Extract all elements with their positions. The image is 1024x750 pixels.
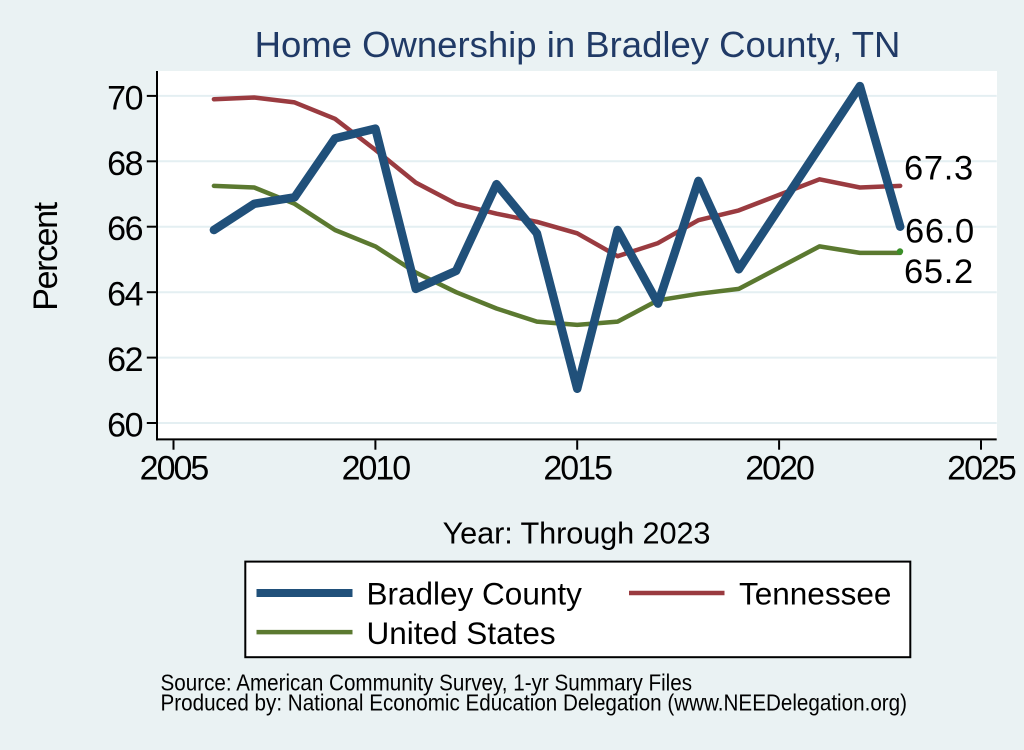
svg-text:Year: Through 2023: Year: Through 2023: [443, 515, 711, 550]
svg-text:64: 64: [107, 276, 142, 314]
svg-text:Percent: Percent: [27, 201, 65, 310]
svg-text:66: 66: [107, 210, 142, 248]
svg-text:2005: 2005: [140, 450, 209, 488]
svg-text:Produced by: National Economic: Produced by: National Economic Education…: [161, 689, 908, 716]
svg-text:2010: 2010: [342, 450, 411, 488]
svg-text:Home Ownership in Bradley Coun: Home Ownership in Bradley County, TN: [255, 24, 901, 65]
svg-text:68: 68: [107, 145, 142, 183]
svg-text:66.0: 66.0: [905, 213, 975, 251]
svg-text:60: 60: [107, 407, 142, 445]
svg-text:United States: United States: [367, 615, 556, 651]
svg-text:Tennessee: Tennessee: [739, 575, 891, 611]
svg-text:65.2: 65.2: [904, 253, 974, 291]
svg-text:2025: 2025: [947, 450, 1016, 488]
svg-text:Bradley County: Bradley County: [367, 575, 583, 611]
svg-text:62: 62: [107, 341, 142, 379]
svg-text:Source: American Community Sur: Source: American Community Survey, 1-yr …: [161, 669, 693, 696]
svg-text:2020: 2020: [745, 450, 814, 488]
svg-text:2015: 2015: [543, 450, 612, 488]
svg-text:70: 70: [107, 79, 142, 117]
svg-text:67.3: 67.3: [904, 149, 974, 187]
